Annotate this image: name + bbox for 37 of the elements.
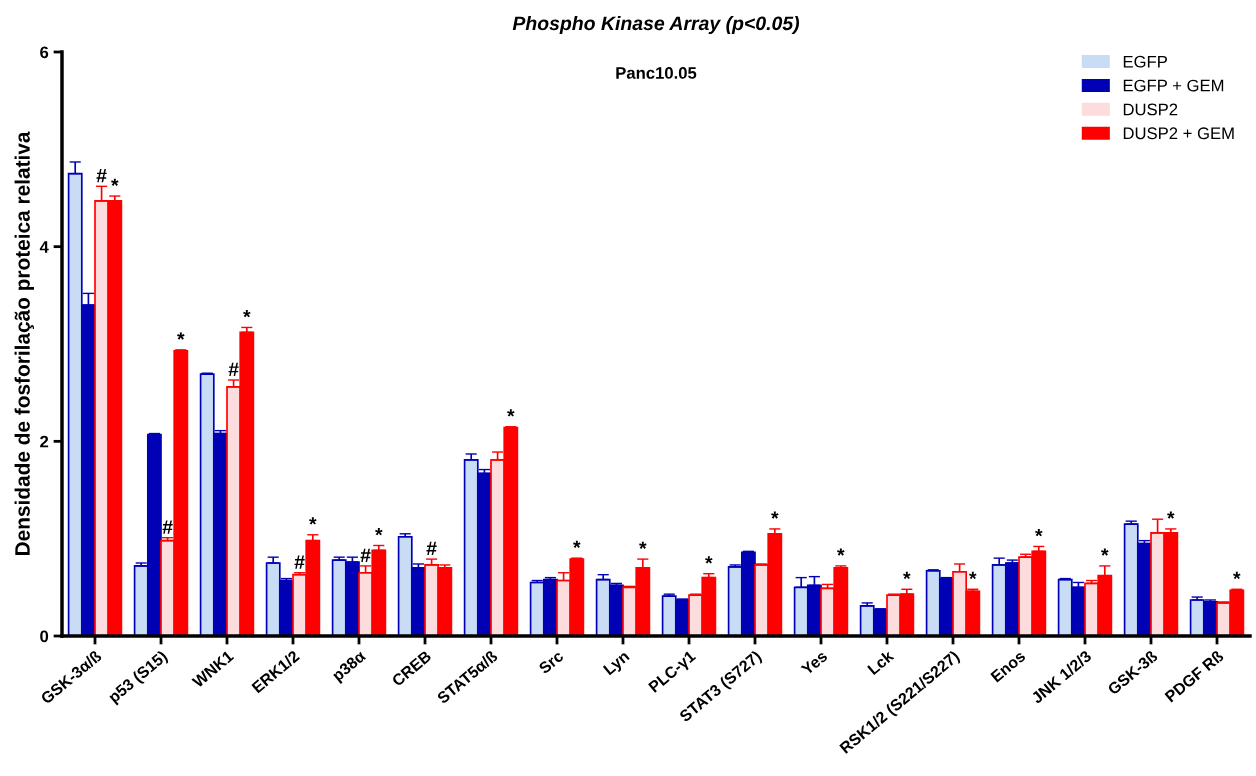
data-label: * (243, 310, 251, 318)
data-label: * (375, 528, 383, 536)
data-label: * (969, 571, 977, 580)
data-label: * (309, 517, 317, 525)
data-label: # (294, 555, 305, 569)
data-label: * (771, 511, 779, 519)
data-label: * (705, 556, 713, 564)
legend-label: EGFP + GEM (1123, 79, 1224, 92)
data-label: * (837, 548, 845, 556)
x-tick-label: Lyn (602, 650, 632, 678)
x-tick-label: Yes (800, 650, 829, 676)
data-label: * (903, 571, 911, 580)
chart-title: Phospho Kinase Array (p<0.05) (512, 15, 800, 35)
y-tick-label: 0 (40, 630, 49, 643)
data-label: # (96, 169, 107, 183)
data-label: * (111, 178, 119, 186)
legend-label: DUSP2 + GEM (1123, 127, 1234, 140)
y-tick-label: 6 (40, 46, 49, 59)
data-label: * (1233, 571, 1241, 580)
data-label: * (573, 540, 581, 548)
legend-label: EGFP (1123, 55, 1167, 68)
y-axis-title: Densidade de fosforilação proteica relativa (14, 131, 34, 556)
data-label: # (162, 520, 173, 534)
y-tick-label: 4 (39, 241, 49, 253)
x-tick-label: Src (537, 649, 565, 675)
text: Panc10.05 (616, 67, 697, 79)
data-label: * (507, 409, 515, 417)
data-label: * (1101, 548, 1109, 556)
data-label: * (639, 541, 647, 549)
data-label: # (360, 548, 371, 562)
data-label: # (228, 362, 239, 376)
data-label: # (426, 541, 437, 556)
data-label: * (1035, 529, 1043, 537)
data-label: * (1167, 511, 1175, 519)
legend-label: DUSP2 (1123, 103, 1178, 116)
data-label: * (177, 332, 185, 340)
y-tick-label: 2 (40, 435, 49, 448)
